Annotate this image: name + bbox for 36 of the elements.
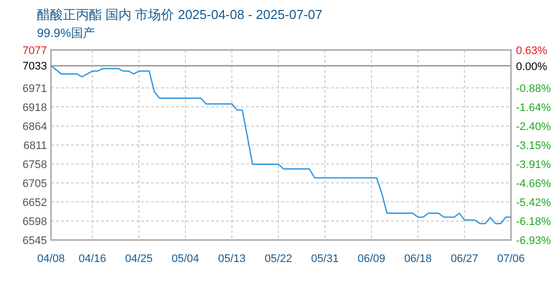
x-tick-label: 06/18 bbox=[404, 253, 432, 265]
x-tick-label: 04/25 bbox=[125, 253, 153, 265]
y2-tick-label: -4.66% bbox=[516, 178, 552, 190]
line-series bbox=[50, 65, 512, 224]
y2-tick-label: -3.91% bbox=[516, 159, 552, 172]
y-tick-label: 6705 bbox=[22, 178, 47, 190]
x-tick-label: 06/09 bbox=[358, 253, 386, 265]
y2-tick-label: -6.18% bbox=[516, 216, 552, 228]
y2-tick-label: -1.64% bbox=[516, 102, 552, 114]
x-tick-label: 05/22 bbox=[264, 253, 292, 265]
y2-tick-label: -6.93% bbox=[516, 235, 552, 247]
y-tick-label: 6652 bbox=[22, 196, 47, 209]
y-tick-label: 6918 bbox=[22, 102, 47, 114]
y-tick-label: 6598 bbox=[22, 216, 47, 228]
chart-subtitle: 99.9%国产 bbox=[37, 26, 96, 40]
x-tick-label: 05/04 bbox=[172, 253, 200, 265]
y-tick-label: 6864 bbox=[22, 121, 47, 134]
y2-tick-label: 0.00% bbox=[516, 60, 548, 73]
x-tick-label: 04/16 bbox=[78, 253, 106, 265]
chart-title: 醋酸正丙酯 国内 市场价 2025-04-08 - 2025-07-07 bbox=[37, 7, 322, 22]
y-tick-label: 7033 bbox=[22, 60, 47, 73]
y2-tick-label: -2.40% bbox=[516, 121, 552, 134]
x-tick-label: 05/13 bbox=[218, 253, 246, 265]
y-tick-label: 6971 bbox=[22, 82, 47, 95]
y-tick-label: 6811 bbox=[23, 140, 47, 152]
y-tick-label: 7077 bbox=[22, 45, 47, 57]
y2-tick-label: -5.42% bbox=[516, 197, 552, 210]
x-tick-label: 06/27 bbox=[450, 253, 478, 265]
y-tick-label: 6758 bbox=[22, 158, 47, 171]
y2-tick-label: 0.63% bbox=[516, 45, 548, 57]
y2-tick-label: -3.15% bbox=[516, 140, 552, 152]
y-tick-label: 6545 bbox=[22, 235, 47, 247]
x-tick-label: 04/08 bbox=[37, 253, 65, 265]
x-tick-label: 05/31 bbox=[311, 253, 339, 265]
y2-tick-label: -0.88% bbox=[516, 82, 552, 95]
x-tick-label: 07/06 bbox=[497, 253, 525, 265]
